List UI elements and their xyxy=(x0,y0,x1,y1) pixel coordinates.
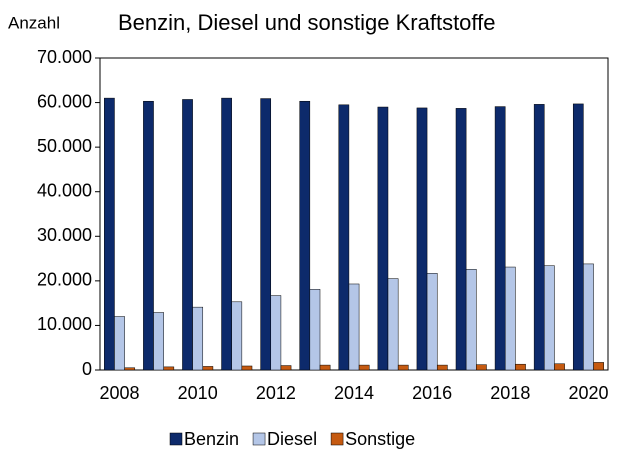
bar xyxy=(192,306,204,371)
x-tick-label: 2010 xyxy=(178,383,218,403)
legend-swatch xyxy=(169,432,183,446)
bar xyxy=(309,289,321,371)
bar xyxy=(572,103,584,371)
bar xyxy=(397,364,409,371)
bar xyxy=(221,97,232,371)
bar xyxy=(143,100,154,371)
bar xyxy=(426,273,438,371)
legend-label: Diesel xyxy=(267,429,317,449)
bar xyxy=(544,265,555,371)
y-tick-label: 0 xyxy=(82,359,92,379)
bar xyxy=(114,316,125,371)
bar xyxy=(358,364,370,371)
chart-title: Benzin, Diesel und sonstige Kraftstoffe xyxy=(118,10,495,35)
legend-swatch xyxy=(330,432,344,446)
bar xyxy=(455,108,467,371)
bar xyxy=(387,278,399,371)
bar xyxy=(319,364,331,371)
y-tick-label: 50.000 xyxy=(37,136,92,156)
bar xyxy=(280,365,292,371)
bar xyxy=(104,97,115,371)
x-tick-label: 2012 xyxy=(256,383,296,403)
bar xyxy=(533,104,545,371)
bar xyxy=(476,364,487,371)
bar xyxy=(338,104,350,371)
bar xyxy=(163,366,175,371)
bar xyxy=(593,362,604,371)
bar xyxy=(504,266,516,371)
bar xyxy=(494,106,506,371)
bar xyxy=(270,295,282,371)
bar xyxy=(515,363,526,371)
y-tick-label: 60.000 xyxy=(37,91,92,111)
bar xyxy=(202,366,214,371)
y-tick-label: 30.000 xyxy=(37,225,92,245)
x-tick-label: 2016 xyxy=(412,383,452,403)
bar xyxy=(348,283,360,371)
x-tick-label: 2014 xyxy=(334,383,374,403)
bar xyxy=(260,98,272,371)
legend-swatch xyxy=(252,432,266,446)
legend-label: Sonstige xyxy=(345,429,415,449)
x-tick-label: 2008 xyxy=(100,383,140,403)
bar xyxy=(436,364,448,371)
legend-label: Benzin xyxy=(184,429,239,449)
bar xyxy=(153,312,164,371)
bar xyxy=(124,367,136,371)
bar xyxy=(377,106,389,371)
bar xyxy=(554,363,565,371)
bar xyxy=(416,107,428,371)
y-tick-label: 10.000 xyxy=(37,314,92,334)
bar xyxy=(182,99,193,371)
x-tick-label: 2018 xyxy=(490,383,530,403)
y-tick-label: 40.000 xyxy=(37,180,92,200)
bar xyxy=(231,301,243,371)
bar xyxy=(583,263,594,371)
y-axis-label: Anzahl xyxy=(8,13,60,32)
x-tick-label: 2020 xyxy=(568,383,608,403)
y-tick-label: 70.000 xyxy=(37,47,92,67)
y-tick-label: 20.000 xyxy=(37,270,92,290)
bar xyxy=(241,365,253,371)
bar xyxy=(299,100,311,371)
bar xyxy=(465,269,477,371)
